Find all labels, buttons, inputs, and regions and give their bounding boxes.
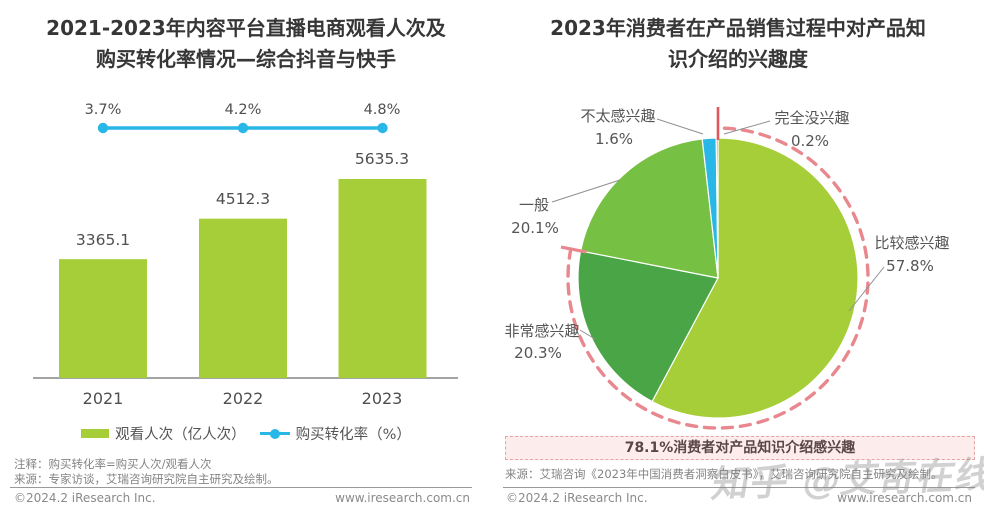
axis-label-2022: 2022 bbox=[222, 389, 264, 408]
legend-item-line: 购买转化率（%） bbox=[259, 423, 411, 444]
right-chart-title: 2023年消费者在产品销售过程中对产品知 识介绍的兴趣度 bbox=[492, 13, 984, 75]
right-footer-divider bbox=[503, 487, 975, 488]
pie-pct-butai: 1.6% bbox=[594, 130, 634, 148]
line-series-swatch-icon bbox=[259, 428, 290, 439]
legend-bar-label: 观看人次（亿人次） bbox=[115, 427, 246, 443]
left-note-annotation: 注释：购买转化率=购买人次/观看人次 bbox=[14, 457, 212, 471]
line-point-2022 bbox=[237, 122, 249, 134]
bar-2022 bbox=[199, 218, 287, 378]
pie-label-wanquan: 完全没兴趣 bbox=[774, 109, 850, 127]
pie-pct-wanquan: 0.2% bbox=[790, 132, 830, 150]
pie-pct-bijiao: 57.8% bbox=[886, 257, 934, 275]
bar-2021 bbox=[59, 259, 147, 378]
bar-value-label-2022: 4512.3 bbox=[215, 190, 271, 208]
left-chart-panel: 2021-2023年内容平台直播电商观看人次及 购买转化率情况—综合抖音与快手 … bbox=[0, 13, 492, 505]
bar-series-swatch-icon bbox=[81, 429, 110, 438]
leader-wanquan bbox=[723, 120, 771, 135]
bar-value-label-2023: 5635.3 bbox=[354, 150, 410, 168]
pie-label-butai: 不太感兴趣 bbox=[580, 107, 656, 125]
pie-label-bijiao: 比较感兴趣 bbox=[874, 234, 950, 252]
right-footer-copyright: ©2024.2 iResearch Inc. bbox=[506, 491, 648, 505]
pie-slice-2 bbox=[579, 138, 719, 279]
left-footer-website: www.iresearch.com.cn bbox=[335, 491, 470, 505]
bar-value-label-2021: 3365.1 bbox=[75, 231, 131, 249]
left-chart-title: 2021-2023年内容平台直播电商观看人次及 购买转化率情况—综合抖音与快手 bbox=[0, 13, 492, 75]
bar-2023 bbox=[338, 179, 427, 378]
pie-label-feichang: 非常感兴趣 bbox=[504, 322, 580, 340]
right-title-line2: 识介绍的兴趣度 bbox=[668, 47, 808, 71]
line-point-label-2021: 3.7% bbox=[84, 102, 122, 118]
leader-feichang bbox=[579, 329, 596, 340]
left-title-line1: 2021-2023年内容平台直播电商观看人次及 bbox=[46, 16, 446, 40]
highlight-dashed-arc bbox=[566, 126, 870, 430]
line-point-2021 bbox=[97, 122, 109, 134]
leader-yiban bbox=[551, 179, 621, 203]
line-point-label-2022: 4.2% bbox=[224, 102, 262, 118]
left-note-source: 来源：专家访谈，艾瑞咨询研究院自主研究及绘制。 bbox=[14, 472, 279, 486]
right-note-source: 来源：艾瑞咨询《2023年中国消费者洞察白皮书》，艾瑞咨询研究院自主研究及绘制。 bbox=[505, 467, 943, 481]
arc-end-tick bbox=[560, 245, 587, 254]
leader-bijiao bbox=[848, 266, 885, 312]
pie-slice-1 bbox=[577, 250, 719, 403]
pie-slice-0 bbox=[651, 137, 859, 419]
pie-label-yiban: 一般 bbox=[518, 196, 549, 214]
right-footer-website: www.iresearch.com.cn bbox=[837, 491, 972, 505]
right-title-line1: 2023年消费者在产品销售过程中对产品知 bbox=[550, 16, 926, 40]
legend-line-label: 购买转化率（%） bbox=[295, 427, 411, 443]
left-footer-divider bbox=[10, 487, 472, 488]
axis-label-2021: 2021 bbox=[82, 389, 124, 408]
legend-item-bar: 观看人次（亿人次） bbox=[81, 423, 246, 444]
highlight-annotation-box: 78.1%消费者对产品知识介绍感兴趣 bbox=[505, 436, 975, 460]
right-chart-panel: 2023年消费者在产品销售过程中对产品知 识介绍的兴趣度 不太感兴趣 1.6% … bbox=[492, 0, 984, 513]
leader-butai bbox=[656, 118, 704, 135]
left-footer-copyright: ©2024.2 iResearch Inc. bbox=[14, 491, 156, 505]
pie-pct-yiban: 20.1% bbox=[511, 219, 559, 237]
bar-line-chart bbox=[33, 122, 458, 379]
pie-chart bbox=[551, 107, 885, 430]
left-title-line2: 购买转化率情况—综合抖音与快手 bbox=[96, 47, 396, 71]
pie-pct-feichang: 20.3% bbox=[514, 344, 562, 362]
axis-label-2023: 2023 bbox=[361, 389, 403, 408]
line-point-label-2023: 4.8% bbox=[363, 102, 401, 118]
left-chart-legend: 观看人次（亿人次） 购买转化率（%） bbox=[0, 423, 492, 444]
line-point-2023 bbox=[377, 122, 388, 134]
